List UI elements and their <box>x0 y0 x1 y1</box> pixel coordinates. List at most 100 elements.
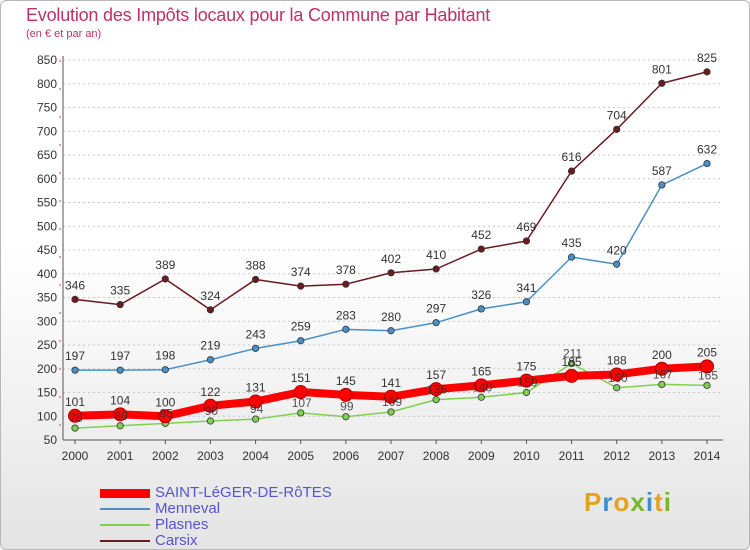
y-tick-label: 750 <box>37 101 57 115</box>
legend-swatch <box>100 489 150 498</box>
y-tick-label: 350 <box>37 291 57 305</box>
x-tick-label: 2006 <box>333 449 360 463</box>
legend-label: Plasnes <box>155 516 209 533</box>
data-label: 243 <box>246 327 266 341</box>
y-tick-label: 500 <box>37 219 57 233</box>
data-label: 219 <box>200 339 220 353</box>
y-tick-label: 800 <box>37 77 57 91</box>
data-label: 825 <box>697 51 717 65</box>
data-point <box>567 167 576 175</box>
data-label: 452 <box>471 228 491 242</box>
data-label: 157 <box>426 368 446 382</box>
data-point <box>158 409 173 424</box>
x-tick-label: 2013 <box>649 449 676 463</box>
data-label: 150 <box>517 376 537 390</box>
data-point <box>116 366 124 374</box>
data-point <box>564 368 579 383</box>
data-label: 197 <box>110 349 130 363</box>
data-point <box>387 327 395 335</box>
data-point <box>251 415 260 423</box>
data-label: 259 <box>291 320 311 334</box>
data-point <box>658 181 666 189</box>
y-tick-label: 400 <box>37 267 57 281</box>
data-point <box>71 366 79 374</box>
legend-swatch <box>100 508 150 510</box>
data-point <box>477 393 485 401</box>
data-point <box>342 413 350 421</box>
data-label: 704 <box>607 108 627 122</box>
y-tick-label: 650 <box>37 148 57 162</box>
data-point <box>297 282 305 290</box>
data-label: 402 <box>381 252 401 266</box>
x-tick-label: 2011 <box>559 449 585 463</box>
legend-label: Menneval <box>155 500 221 517</box>
data-label: 324 <box>200 289 220 303</box>
data-label: 101 <box>65 395 85 409</box>
data-point <box>384 389 398 404</box>
data-label: 80 <box>114 409 128 423</box>
x-tick-label: 2003 <box>197 449 224 463</box>
data-point <box>432 265 440 273</box>
data-point <box>700 359 714 374</box>
data-point <box>429 382 444 397</box>
y-tick-label: 200 <box>37 362 57 376</box>
data-label: 75 <box>69 411 83 425</box>
data-point <box>474 378 489 393</box>
data-label: 435 <box>562 236 582 250</box>
data-label: 141 <box>381 376 401 390</box>
data-label: 632 <box>697 143 717 157</box>
data-label: 200 <box>652 348 672 362</box>
data-label: 90 <box>205 404 219 418</box>
chart-subtitle: (en € et par an) <box>26 28 102 40</box>
data-label: 616 <box>562 150 582 164</box>
data-point <box>567 359 576 368</box>
data-label: 100 <box>155 395 175 409</box>
data-label: 374 <box>291 265 311 279</box>
x-tick-label: 2000 <box>62 449 89 463</box>
x-tick-label: 2007 <box>378 449 405 463</box>
data-label: 104 <box>110 393 130 407</box>
y-tick-label: 600 <box>37 172 57 186</box>
data-point <box>293 385 308 400</box>
legend-label: Carsix <box>155 532 198 549</box>
logo-letter: i <box>645 487 655 517</box>
x-tick-label: 2010 <box>513 449 540 463</box>
y-tick-label: 550 <box>37 196 57 210</box>
data-point <box>432 319 440 327</box>
data-point <box>251 275 260 284</box>
data-point <box>206 306 215 314</box>
data-label: 211 <box>563 347 582 361</box>
x-tick-label: 2009 <box>468 449 495 463</box>
x-tick-label: 2005 <box>287 449 314 463</box>
data-point <box>203 398 218 413</box>
data-point <box>248 394 263 409</box>
data-label: 99 <box>340 400 354 414</box>
logo-letter: x <box>630 487 646 517</box>
data-label: 297 <box>426 302 446 316</box>
data-point <box>68 408 82 423</box>
data-label: 165 <box>698 368 718 382</box>
y-tick-label: 150 <box>37 386 57 400</box>
x-tick-label: 2008 <box>423 449 450 463</box>
data-label: 109 <box>382 395 402 409</box>
data-point <box>522 388 531 397</box>
data-point <box>703 159 711 168</box>
x-tick-label: 2014 <box>694 449 721 463</box>
data-label: 346 <box>65 278 85 292</box>
data-point <box>477 245 485 253</box>
data-point <box>116 301 124 309</box>
data-point <box>654 361 669 376</box>
y-tick-label: 250 <box>37 338 57 352</box>
data-label: 151 <box>291 371 311 385</box>
data-label: 198 <box>155 349 175 363</box>
y-tick-label: 300 <box>37 314 57 328</box>
x-tick-label: 2002 <box>152 449 179 463</box>
data-point <box>206 417 215 425</box>
legend-label: SAINT-LéGER-DE-RôTES <box>155 484 332 501</box>
data-label: 420 <box>607 243 627 257</box>
data-point <box>477 305 485 313</box>
data-point <box>522 237 531 245</box>
data-label: 389 <box>155 258 175 272</box>
